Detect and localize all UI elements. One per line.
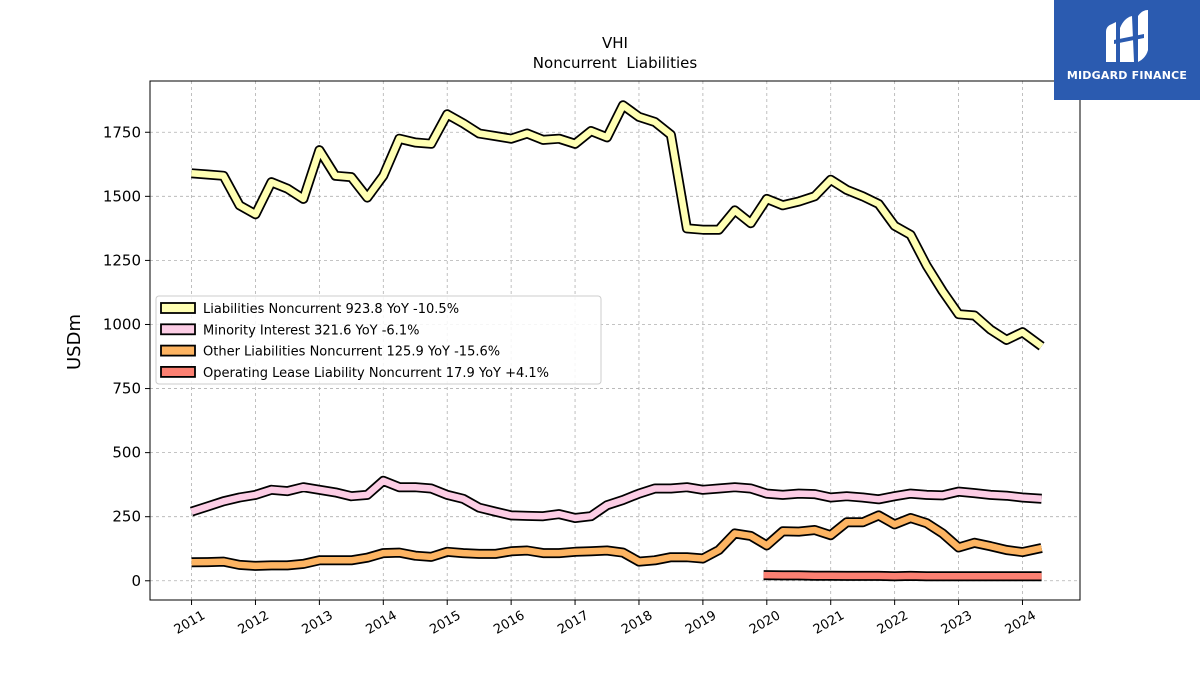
x-tick-label: 2011 xyxy=(172,608,208,638)
x-tick-label: 2018 xyxy=(619,608,655,638)
chart-title: VHI xyxy=(602,34,628,52)
brand-logo: MIDGARD FINANCE xyxy=(1054,0,1200,100)
x-tick-label: 2017 xyxy=(555,608,591,638)
brand-mark-icon xyxy=(1106,10,1148,62)
legend-label: Operating Lease Liability Noncurrent 17.… xyxy=(203,366,549,381)
y-tick-label: 1500 xyxy=(103,187,141,205)
legend: Liabilities Noncurrent 923.8 YoY -10.5% M… xyxy=(155,295,602,385)
x-tick-label: 2013 xyxy=(300,608,336,638)
legend-label: Liabilities Noncurrent 923.8 YoY -10.5% xyxy=(203,302,459,317)
x-tick-label: 2022 xyxy=(875,608,911,638)
chart-subtitle: Noncurrent Liabilities xyxy=(533,54,698,72)
brand-name: MIDGARD FINANCE xyxy=(1066,69,1188,82)
y-tick-label: 1000 xyxy=(103,315,141,333)
legend-swatch xyxy=(160,344,196,357)
y-tick-label: 500 xyxy=(112,444,141,462)
x-tick-label: 2019 xyxy=(683,608,719,638)
y-tick-label: 250 xyxy=(112,508,141,526)
legend-swatch xyxy=(160,323,196,336)
plot-frame xyxy=(149,80,1081,601)
x-tick-label: 2023 xyxy=(939,608,975,638)
x-tick-label: 2024 xyxy=(1003,608,1039,638)
y-tick-label: 1250 xyxy=(103,251,141,269)
series-line xyxy=(191,102,1044,349)
legend-box xyxy=(155,295,602,385)
legend-swatch xyxy=(160,365,196,378)
x-tick-label: 2012 xyxy=(236,608,272,638)
series-line xyxy=(191,512,1043,570)
x-tick-label: 2014 xyxy=(363,608,399,638)
y-tick-label: 0 xyxy=(131,572,141,590)
series-line xyxy=(763,571,1042,580)
series-lines xyxy=(189,100,1045,582)
grid xyxy=(150,81,1080,600)
y-axis-label: USDm xyxy=(64,314,85,370)
y-tick-label: 1750 xyxy=(103,123,141,141)
legend-swatch xyxy=(160,302,196,314)
y-tick-label: 750 xyxy=(112,380,141,398)
x-tick-label: 2020 xyxy=(747,608,783,638)
series-line xyxy=(190,477,1042,522)
legend-label: Minority Interest 321.6 YoY -6.1% xyxy=(203,323,419,338)
x-tick-label: 2015 xyxy=(427,608,463,638)
x-tick-label: 2016 xyxy=(491,608,527,638)
legend-label: Other Liabilities Noncurrent 125.9 YoY -… xyxy=(203,345,500,360)
x-tick-label: 2021 xyxy=(811,608,847,638)
